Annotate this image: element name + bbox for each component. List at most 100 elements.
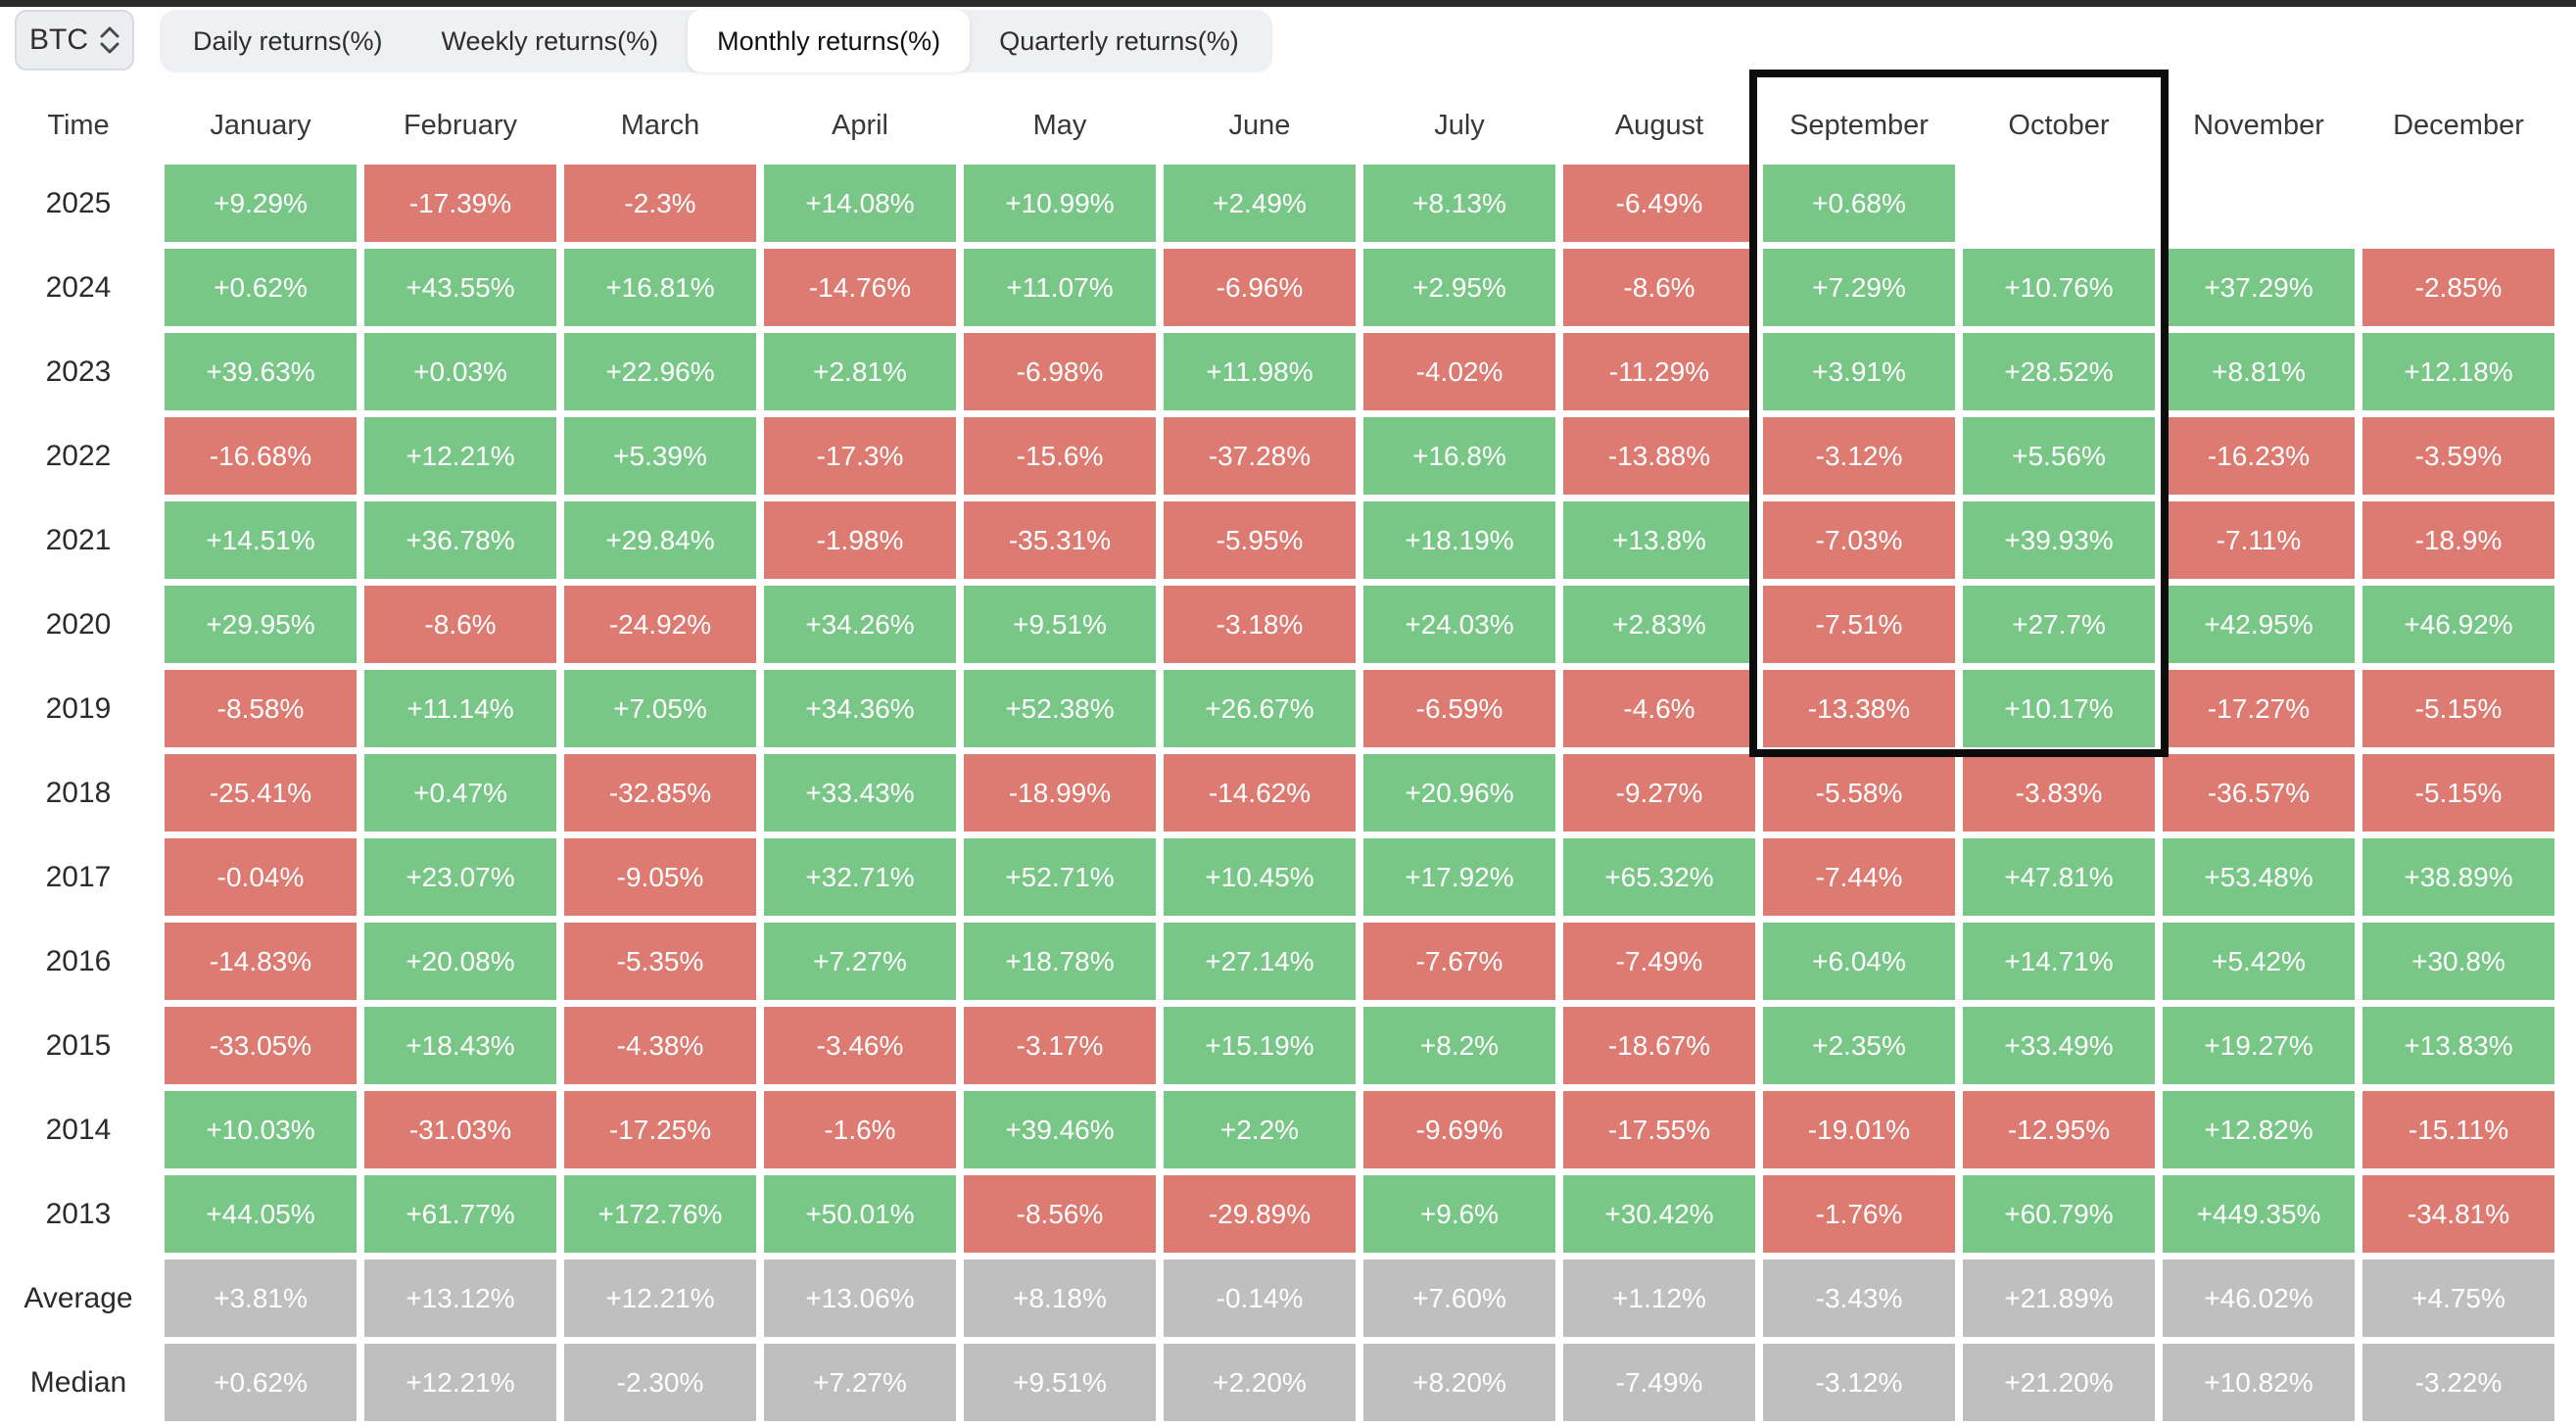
- column-header-august: August: [1563, 93, 1755, 158]
- cell-2017-january: -0.04%: [165, 838, 357, 916]
- cell-2016-september: +6.04%: [1763, 923, 1955, 1000]
- tab-quarterly-returns[interactable]: Quarterly returns(%): [970, 10, 1268, 72]
- cell-2013-may: -8.56%: [964, 1175, 1156, 1253]
- cell-2014-august: -17.55%: [1563, 1091, 1755, 1168]
- cell-2020-march: -24.92%: [564, 586, 756, 663]
- cell-2023-january: +39.63%: [165, 333, 357, 410]
- cell-median-july: +8.20%: [1363, 1344, 1555, 1421]
- tab-weekly-returns[interactable]: Weekly returns(%): [412, 10, 689, 72]
- row-label-2023: 2023: [0, 333, 157, 410]
- column-header-may: May: [964, 93, 1156, 158]
- cell-2022-november: -16.23%: [2163, 417, 2355, 495]
- row-label-2022: 2022: [0, 417, 157, 495]
- cell-2019-june: +26.67%: [1164, 670, 1356, 747]
- cell-2022-october: +5.56%: [1963, 417, 2155, 495]
- cell-2017-july: +17.92%: [1363, 838, 1555, 916]
- cell-2014-june: +2.2%: [1164, 1091, 1356, 1168]
- returns-tabs: Daily returns(%)Weekly returns(%)Monthly…: [160, 10, 1272, 72]
- cell-2019-october: +10.17%: [1963, 670, 2155, 747]
- row-label-2019: 2019: [0, 670, 157, 747]
- cell-2020-january: +29.95%: [165, 586, 357, 663]
- cell-2013-june: -29.89%: [1164, 1175, 1356, 1253]
- cell-2018-september: -5.58%: [1763, 754, 1955, 832]
- cell-2020-july: +24.03%: [1363, 586, 1555, 663]
- cell-2025-august: -6.49%: [1563, 165, 1755, 242]
- cell-2022-june: -37.28%: [1164, 417, 1356, 495]
- cell-median-september: -3.12%: [1763, 1344, 1955, 1421]
- tab-daily-returns[interactable]: Daily returns(%): [164, 10, 412, 72]
- cell-2018-august: -9.27%: [1563, 754, 1755, 832]
- cell-2025-april: +14.08%: [764, 165, 956, 242]
- cell-median-may: +9.51%: [964, 1344, 1156, 1421]
- cell-2016-february: +20.08%: [364, 923, 556, 1000]
- cell-2014-april: -1.6%: [764, 1091, 956, 1168]
- row-label-2017: 2017: [0, 838, 157, 916]
- cell-2022-august: -13.88%: [1563, 417, 1755, 495]
- row-label-2020: 2020: [0, 586, 157, 663]
- cell-2014-march: -17.25%: [564, 1091, 756, 1168]
- cell-2022-february: +12.21%: [364, 417, 556, 495]
- cell-median-october: +21.20%: [1963, 1344, 2155, 1421]
- cell-2025-december: [2362, 165, 2554, 242]
- cell-median-february: +12.21%: [364, 1344, 556, 1421]
- asset-selector[interactable]: BTC: [15, 10, 134, 71]
- cell-2021-april: -1.98%: [764, 501, 956, 579]
- cell-2023-april: +2.81%: [764, 333, 956, 410]
- column-header-september: September: [1763, 93, 1955, 158]
- cell-2013-september: -1.76%: [1763, 1175, 1955, 1253]
- column-header-february: February: [364, 93, 556, 158]
- cell-median-january: +0.62%: [165, 1344, 357, 1421]
- cell-2020-september: -7.51%: [1763, 586, 1955, 663]
- cell-2015-august: -18.67%: [1563, 1007, 1755, 1084]
- cell-average-august: +1.12%: [1563, 1260, 1755, 1337]
- cell-median-november: +10.82%: [2163, 1344, 2355, 1421]
- cell-2021-june: -5.95%: [1164, 501, 1356, 579]
- cell-2016-march: -5.35%: [564, 923, 756, 1000]
- cell-2019-august: -4.6%: [1563, 670, 1755, 747]
- chevron-up-down-icon: [100, 25, 119, 55]
- cell-2024-july: +2.95%: [1363, 249, 1555, 326]
- cell-2018-march: -32.85%: [564, 754, 756, 832]
- row-label-2024: 2024: [0, 249, 157, 326]
- cell-2023-september: +3.91%: [1763, 333, 1955, 410]
- cell-2023-august: -11.29%: [1563, 333, 1755, 410]
- cell-2024-december: -2.85%: [2362, 249, 2554, 326]
- cell-average-july: +7.60%: [1363, 1260, 1555, 1337]
- cell-2022-april: -17.3%: [764, 417, 956, 495]
- cell-2019-may: +52.38%: [964, 670, 1156, 747]
- cell-2024-april: -14.76%: [764, 249, 956, 326]
- cell-2018-february: +0.47%: [364, 754, 556, 832]
- cell-2025-july: +8.13%: [1363, 165, 1555, 242]
- cell-2025-january: +9.29%: [165, 165, 357, 242]
- cell-2025-november: [2163, 165, 2355, 242]
- asset-selector-label: BTC: [29, 24, 88, 57]
- cell-2018-november: -36.57%: [2163, 754, 2355, 832]
- cell-2023-november: +8.81%: [2163, 333, 2355, 410]
- cell-average-november: +46.02%: [2163, 1260, 2355, 1337]
- cell-2025-may: +10.99%: [964, 165, 1156, 242]
- cell-2015-september: +2.35%: [1763, 1007, 1955, 1084]
- cell-2021-january: +14.51%: [165, 501, 357, 579]
- cell-2018-july: +20.96%: [1363, 754, 1555, 832]
- cell-2017-april: +32.71%: [764, 838, 956, 916]
- cell-2017-october: +47.81%: [1963, 838, 2155, 916]
- cell-2015-december: +13.83%: [2362, 1007, 2554, 1084]
- cell-2021-december: -18.9%: [2362, 501, 2554, 579]
- cell-2016-november: +5.42%: [2163, 923, 2355, 1000]
- cell-2025-september: +0.68%: [1763, 165, 1955, 242]
- cell-2020-august: +2.83%: [1563, 586, 1755, 663]
- cell-2017-september: -7.44%: [1763, 838, 1955, 916]
- cell-2017-december: +38.89%: [2362, 838, 2554, 916]
- column-header-march: March: [564, 93, 756, 158]
- cell-average-december: +4.75%: [2362, 1260, 2554, 1337]
- cell-2018-october: -3.83%: [1963, 754, 2155, 832]
- cell-2013-january: +44.05%: [165, 1175, 357, 1253]
- cell-2019-november: -17.27%: [2163, 670, 2355, 747]
- row-label-2021: 2021: [0, 501, 157, 579]
- cell-2013-august: +30.42%: [1563, 1175, 1755, 1253]
- cell-2019-march: +7.05%: [564, 670, 756, 747]
- tab-monthly-returns[interactable]: Monthly returns(%): [688, 10, 970, 72]
- cell-2016-december: +30.8%: [2362, 923, 2554, 1000]
- cell-2019-september: -13.38%: [1763, 670, 1955, 747]
- cell-2023-march: +22.96%: [564, 333, 756, 410]
